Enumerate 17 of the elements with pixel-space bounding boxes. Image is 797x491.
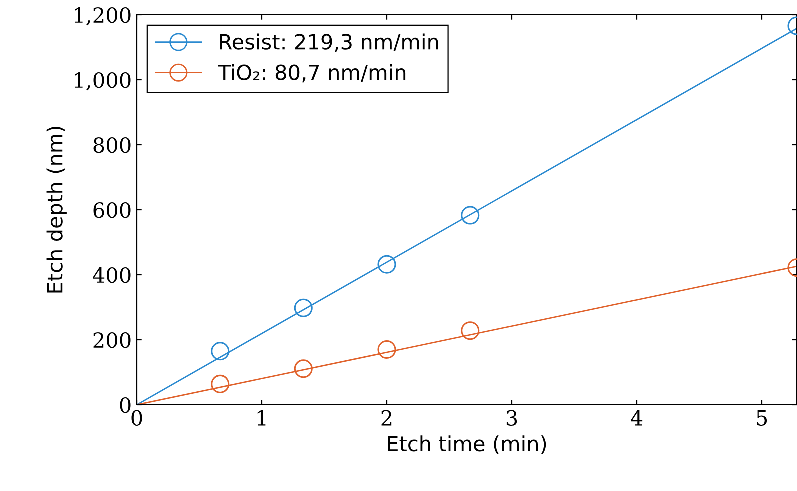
y-tick-label: 1,200 (75, 7, 131, 26)
legend-label: TiO₂: 80,7 nm/min (218, 64, 406, 83)
y-axis-title: Etch depth (nm) (46, 126, 67, 293)
x-axis-title: Etch time (min) (388, 436, 546, 454)
x-tick-label: 0 (132, 410, 142, 426)
y-tick-label: 400 (93, 267, 131, 284)
x-tick-label: 4 (631, 410, 643, 426)
y-tick-label: 1,000 (75, 72, 131, 91)
y-tick-label: 800 (94, 137, 131, 154)
x-tick-label: 1 (258, 410, 266, 426)
y-tick-label: 200 (94, 332, 131, 348)
x-tick-label: 2 (382, 410, 392, 426)
x-tick-label: 5 (757, 410, 768, 426)
y-tick-label: 0 (120, 397, 131, 414)
y-tick-label: 600 (94, 202, 131, 218)
legend-label: Resist: 219,3 nm/min (220, 34, 438, 52)
x-tick-label: 3 (506, 410, 518, 426)
